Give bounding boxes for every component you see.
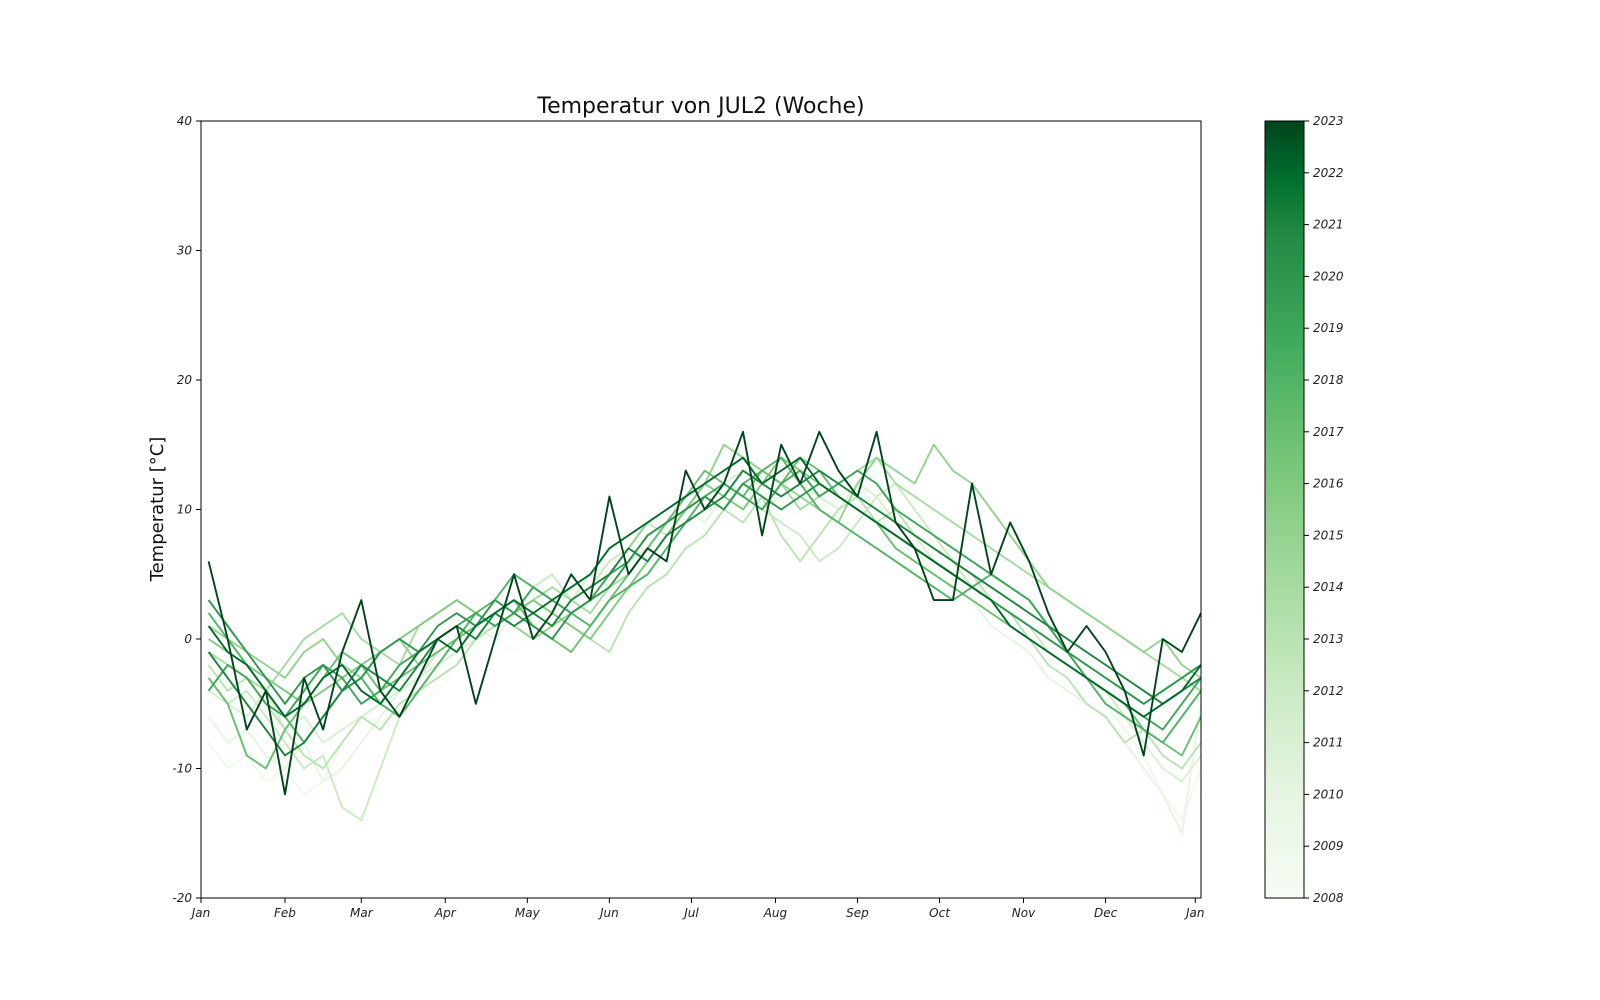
y-tick-label: -10 [172, 762, 192, 776]
y-tick-label: 0 [184, 632, 192, 646]
series-line-2022 [207, 456, 1201, 718]
colorbar-tick-label: 2011 [1313, 736, 1344, 750]
colorbar-tick-label: 2012 [1313, 684, 1344, 698]
x-tick-label: Jan [190, 906, 211, 920]
y-axis-label: Temperatur [°C] [147, 437, 168, 583]
colorbar [1264, 120, 1305, 899]
y-tick-label: 40 [177, 114, 193, 128]
colorbar-tick-label: 2010 [1313, 787, 1344, 801]
x-tick-label: May [515, 906, 541, 920]
series-lines [207, 430, 1201, 835]
x-tick-label: Jul [682, 906, 699, 920]
series-line-2010 [207, 469, 1201, 835]
y-axis: -20 -10 0 10 20 30 40 [172, 114, 201, 905]
colorbar-tick-label: 2019 [1313, 321, 1344, 335]
x-tick-label: Jan [1184, 906, 1205, 920]
x-tick-label: Feb [274, 906, 296, 920]
x-tick-label: Sep [846, 906, 869, 920]
series-line-2014 [208, 456, 1201, 692]
series-line-2013 [207, 495, 1201, 770]
colorbar-tick-label: 2022 [1313, 166, 1344, 180]
colorbar-tick-label: 2018 [1313, 373, 1344, 387]
x-tick-label: Jun [598, 906, 619, 920]
colorbar-tick-label: 2017 [1313, 425, 1344, 439]
x-tick-label: Nov [1012, 906, 1036, 920]
x-tick-label: Apr [434, 906, 457, 920]
y-tick-label: 10 [177, 503, 193, 517]
series-line-2011 [208, 469, 1201, 783]
colorbar-tick-label: 2008 [1313, 891, 1344, 905]
x-tick-label: Oct [929, 906, 951, 920]
y-tick-label: 30 [177, 244, 193, 258]
colorbar-tick-label: 2020 [1313, 269, 1344, 283]
colorbar-tick-label: 2016 [1313, 477, 1344, 491]
colorbar-tick-label: 2014 [1313, 580, 1344, 594]
plot-frame [200, 120, 1202, 899]
y-tick-label: 20 [177, 373, 193, 387]
series-line-2023 [207, 430, 1201, 796]
colorbar-tick-label: 2021 [1313, 218, 1344, 232]
colorbar-ticks: 2008 2009 2010 2011 2012 2013 2014 2015 2016 2017… [1304, 114, 1344, 905]
series-line-2015 [208, 443, 1201, 679]
x-axis: Jan Feb Mar Apr May Jun Jul Aug Sep Oct Nov Dec Jan [190, 898, 1205, 920]
x-tick-label: Dec [1094, 906, 1118, 920]
colorbar-tick-label: 2013 [1313, 632, 1344, 646]
colorbar-tick-label: 2009 [1313, 839, 1344, 853]
x-tick-label: Mar [350, 906, 374, 920]
colorbar-tick-label: 2023 [1313, 114, 1344, 128]
y-tick-label: -20 [172, 891, 192, 905]
colorbar-tick-label: 2015 [1313, 528, 1344, 542]
x-tick-label: Aug [763, 906, 788, 920]
chart-title: Temperatur von JUL2 (Woche) [536, 94, 864, 119]
